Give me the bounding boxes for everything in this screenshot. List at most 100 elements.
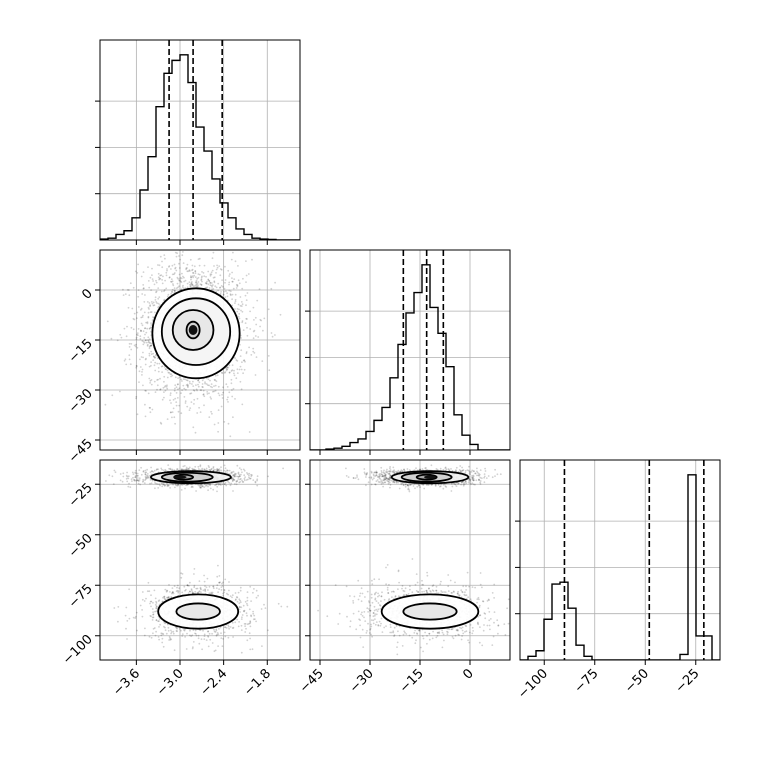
sample-point bbox=[156, 362, 159, 365]
sample-point bbox=[236, 285, 239, 288]
sample-point bbox=[190, 392, 193, 395]
sample-point bbox=[157, 487, 160, 489]
sample-point bbox=[232, 416, 234, 419]
sample-point bbox=[171, 273, 174, 276]
sample-point bbox=[217, 469, 220, 471]
sample-point bbox=[382, 485, 384, 488]
sample-point bbox=[193, 584, 196, 587]
sample-point bbox=[200, 638, 203, 641]
sample-point bbox=[220, 268, 223, 271]
sample-point bbox=[231, 627, 234, 629]
sample-point bbox=[180, 412, 183, 415]
sample-point bbox=[148, 345, 151, 348]
sample-point bbox=[172, 632, 175, 635]
sample-point bbox=[186, 405, 189, 408]
sample-point bbox=[191, 269, 193, 272]
sample-point bbox=[169, 591, 171, 593]
sample-point bbox=[135, 336, 138, 339]
sample-point bbox=[382, 471, 385, 473]
sample-point bbox=[263, 603, 265, 606]
sample-point bbox=[222, 592, 224, 595]
sample-point bbox=[225, 290, 227, 293]
sample-point bbox=[230, 370, 233, 372]
sample-point bbox=[157, 600, 160, 602]
sample-point bbox=[158, 599, 161, 602]
sample-point bbox=[263, 317, 266, 320]
sample-point bbox=[221, 483, 224, 486]
sample-point bbox=[161, 468, 163, 471]
sample-point bbox=[212, 390, 214, 393]
sample-point bbox=[244, 294, 247, 297]
sample-point bbox=[189, 283, 191, 286]
sample-point bbox=[204, 588, 207, 591]
sample-point bbox=[216, 482, 219, 485]
sample-point bbox=[182, 284, 184, 287]
sample-point bbox=[370, 471, 373, 474]
sample-point bbox=[468, 470, 471, 473]
sample-point bbox=[160, 290, 163, 293]
sample-point bbox=[197, 468, 200, 470]
sample-point bbox=[179, 280, 182, 283]
sample-point bbox=[158, 277, 161, 280]
sample-point bbox=[162, 645, 165, 648]
sample-point bbox=[154, 610, 156, 613]
sample-point bbox=[148, 338, 151, 341]
sample-point bbox=[198, 580, 201, 582]
sample-point bbox=[210, 282, 213, 284]
sample-point bbox=[471, 478, 474, 481]
sample-point bbox=[241, 287, 244, 290]
sample-point bbox=[469, 473, 471, 476]
sample-point bbox=[226, 292, 229, 295]
sample-point bbox=[445, 468, 448, 471]
sample-point bbox=[151, 616, 154, 619]
sample-point bbox=[256, 475, 259, 478]
sample-point bbox=[140, 316, 143, 319]
sample-point bbox=[129, 363, 132, 366]
sample-point bbox=[146, 321, 149, 324]
sample-point bbox=[235, 359, 238, 361]
sample-point bbox=[163, 595, 166, 598]
sample-point bbox=[126, 471, 128, 474]
sample-point bbox=[235, 377, 238, 380]
sample-point bbox=[176, 584, 179, 587]
sample-point bbox=[243, 368, 246, 371]
sample-point bbox=[195, 283, 198, 285]
sample-point bbox=[172, 591, 174, 594]
grid-layer bbox=[100, 40, 720, 660]
sample-point bbox=[128, 342, 131, 345]
sample-point bbox=[202, 393, 205, 396]
sample-point bbox=[271, 335, 274, 338]
sample-point bbox=[206, 286, 209, 289]
sample-point bbox=[135, 317, 138, 320]
sample-point bbox=[182, 384, 185, 387]
sample-point bbox=[209, 396, 212, 398]
sample-point bbox=[245, 627, 247, 630]
sample-point bbox=[142, 351, 144, 354]
sample-point bbox=[217, 633, 220, 636]
sample-point bbox=[203, 633, 206, 636]
sample-point bbox=[170, 596, 173, 598]
sample-point bbox=[236, 310, 239, 313]
sample-point bbox=[191, 467, 194, 470]
sample-point bbox=[221, 279, 224, 281]
sample-point bbox=[240, 301, 243, 303]
sample-point bbox=[166, 268, 168, 270]
sample-point bbox=[151, 619, 154, 621]
sample-point bbox=[256, 299, 259, 302]
sample-point bbox=[199, 629, 202, 631]
sample-point bbox=[148, 365, 151, 368]
sample-point bbox=[252, 610, 255, 613]
sample-point bbox=[205, 467, 208, 470]
sample-point bbox=[155, 619, 158, 621]
sample-point bbox=[176, 484, 179, 487]
sample-point bbox=[211, 632, 214, 635]
sample-point bbox=[143, 634, 146, 637]
sample-point bbox=[240, 309, 242, 312]
sample-point bbox=[209, 379, 211, 382]
sample-point bbox=[145, 471, 148, 474]
sample-point bbox=[175, 626, 178, 629]
sample-point bbox=[241, 361, 243, 364]
sample-point bbox=[185, 484, 188, 487]
sample-point bbox=[230, 482, 233, 485]
sample-point bbox=[155, 354, 157, 357]
